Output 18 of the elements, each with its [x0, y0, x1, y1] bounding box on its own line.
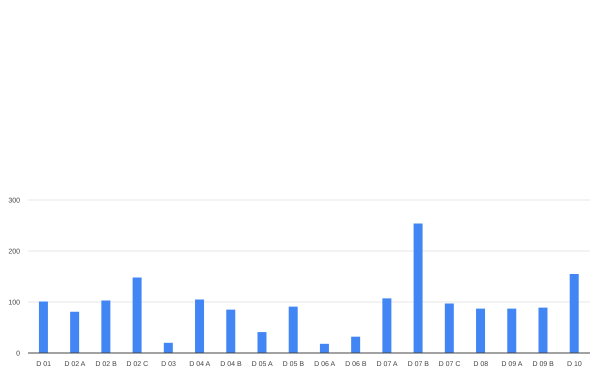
bar — [351, 336, 360, 353]
bar — [195, 299, 204, 353]
bar — [164, 342, 173, 353]
bar — [257, 332, 266, 353]
bar — [382, 298, 392, 353]
bar — [570, 274, 579, 353]
bar — [414, 223, 423, 353]
bar — [226, 310, 236, 353]
bar — [507, 308, 516, 353]
bar — [444, 304, 454, 353]
bar — [476, 308, 486, 353]
bar — [38, 301, 48, 353]
bar — [70, 312, 80, 353]
bar — [288, 306, 298, 353]
bar — [132, 278, 142, 353]
bar — [538, 308, 548, 353]
bar — [320, 344, 329, 353]
bar — [101, 300, 110, 353]
